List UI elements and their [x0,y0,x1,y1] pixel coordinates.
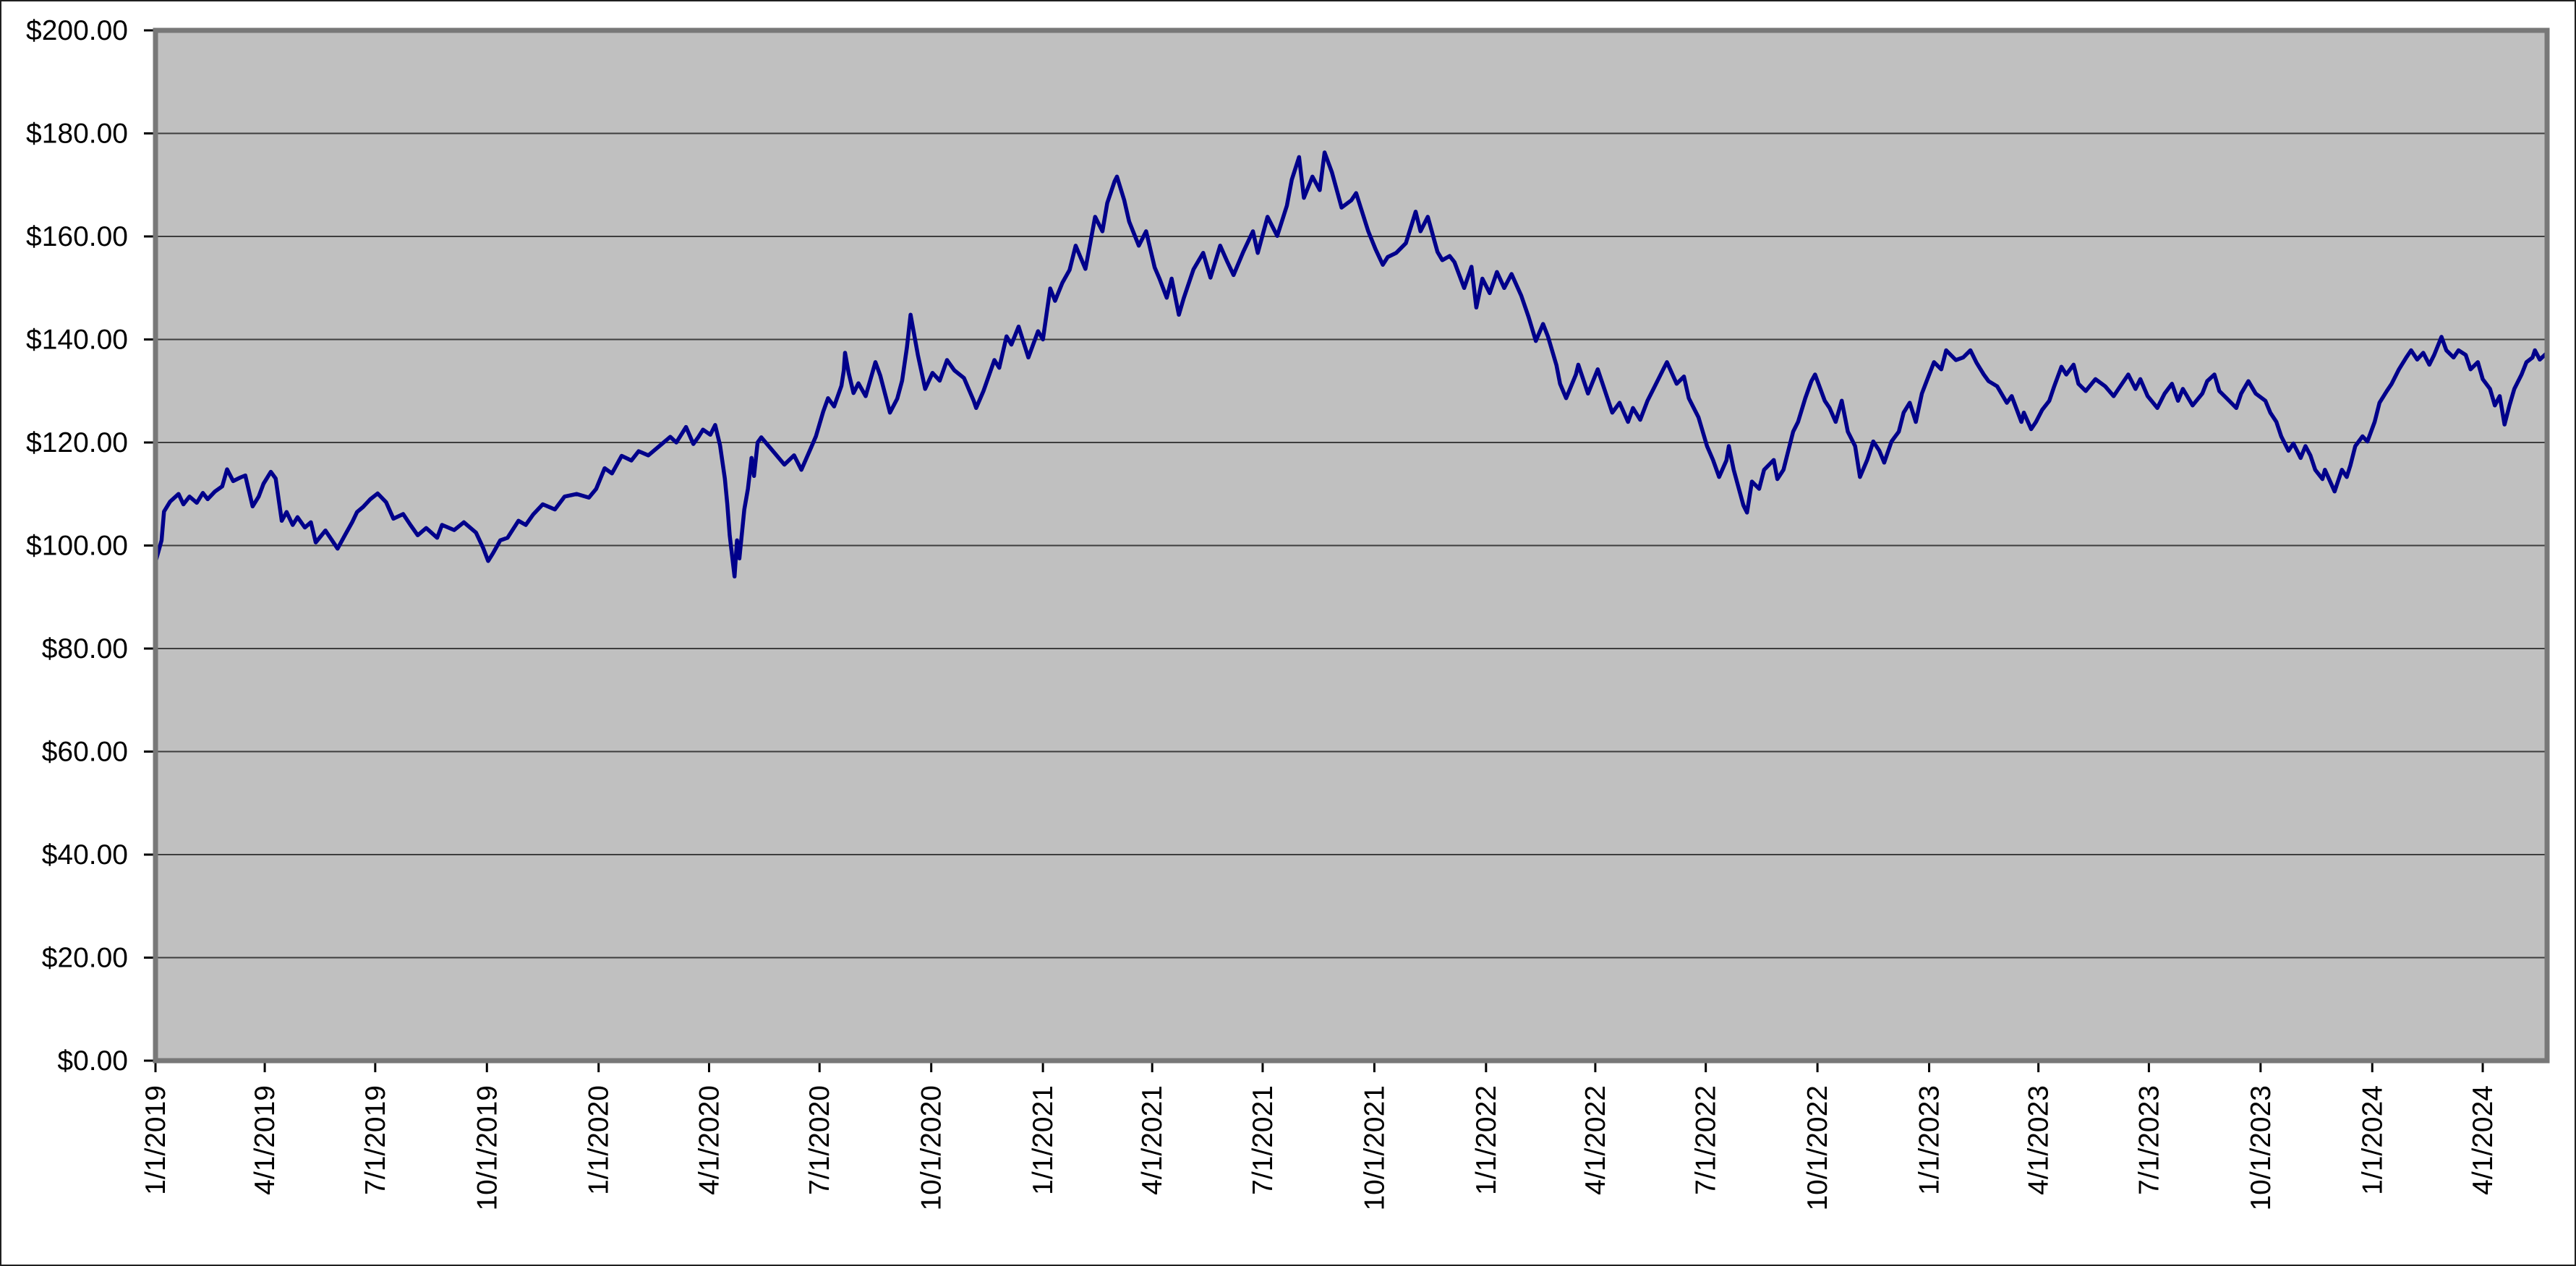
x-axis-label: 10/1/2019 [472,1085,503,1211]
x-axis-label: 7/1/2021 [1248,1085,1279,1195]
y-axis-label: $100.00 [26,531,128,562]
x-axis-label: 10/1/2020 [916,1085,947,1211]
y-axis-label: $20.00 [42,943,128,974]
x-axis-label: 1/1/2024 [2357,1085,2388,1195]
x-axis-label: 1/1/2020 [584,1085,615,1195]
x-axis-label: 1/1/2021 [1028,1085,1059,1195]
x-axis-label: 4/1/2019 [250,1085,281,1195]
x-axis-label: 10/1/2021 [1359,1085,1390,1211]
x-axis-label: 1/1/2023 [1914,1085,1945,1195]
y-axis-label: $160.00 [26,221,128,252]
y-axis-label: $0.00 [57,1045,128,1077]
x-axis-label: 10/1/2022 [1802,1085,1833,1211]
y-axis-label: $120.00 [26,427,128,458]
plot-border [153,27,2550,1064]
x-axis-label: 4/1/2024 [2468,1085,2499,1195]
x-axis-label: 7/1/2022 [1691,1085,1722,1195]
x-axis-label: 7/1/2019 [360,1085,391,1195]
x-axis-label: 4/1/2020 [694,1085,725,1195]
price-line-series [153,150,2549,579]
x-axis-label: 4/1/2022 [1580,1085,1611,1195]
x-axis-label: 10/1/2023 [2246,1085,2277,1211]
x-axis-label: 7/1/2023 [2133,1085,2165,1195]
y-axis-label: $200.00 [26,15,128,46]
x-axis-label: 7/1/2020 [804,1085,835,1195]
y-axis-label: $80.00 [42,633,128,664]
x-axis-label: 1/1/2022 [1471,1085,1502,1195]
x-axis-label: 4/1/2023 [2023,1085,2055,1195]
y-axis-label: $140.00 [26,325,128,356]
x-axis-label: 1/1/2019 [140,1085,171,1195]
x-axis-label: 4/1/2021 [1137,1085,1168,1195]
y-axis-label: $60.00 [42,737,128,768]
y-axis-label: $180.00 [26,119,128,150]
y-axis-label: $40.00 [42,839,128,871]
